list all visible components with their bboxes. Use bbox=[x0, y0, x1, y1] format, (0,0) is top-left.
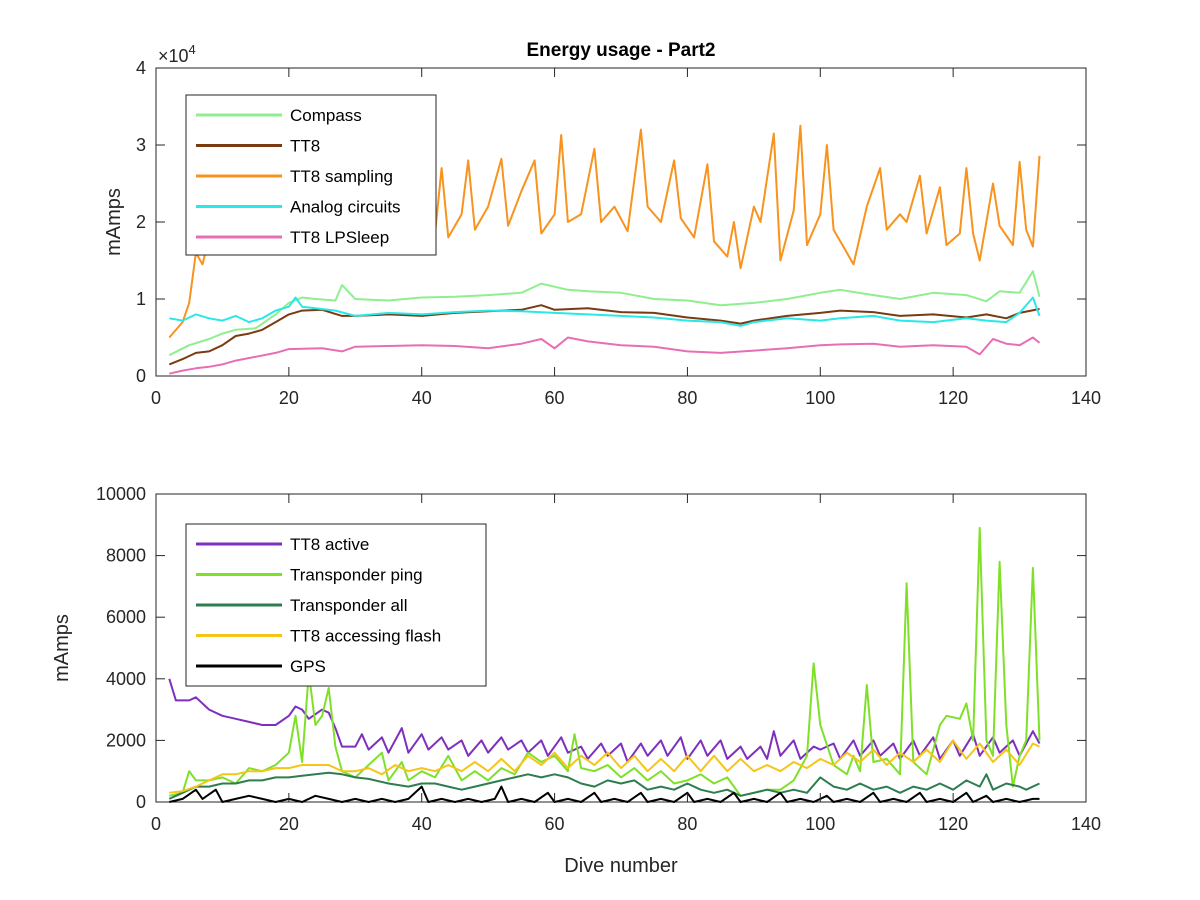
x-tick-label: 20 bbox=[279, 814, 299, 834]
bottom-chart-panel: 0 20 40 60 80 100 120 140 0 2000 4000 6000 8000 10000… bbox=[51, 484, 1101, 877]
series-line-transponder-ping bbox=[169, 526, 1041, 797]
top-series-group bbox=[168, 124, 1041, 375]
legend-label-analog-circuits: Analog circuits bbox=[290, 198, 401, 217]
legend-label-transponder-ping: Transponder ping bbox=[290, 566, 423, 585]
x-tick-label: 60 bbox=[545, 814, 565, 834]
legend-label-tt8: TT8 bbox=[290, 137, 320, 156]
x-tick-label: 0 bbox=[151, 814, 161, 834]
bottom-legend: TT8 active Transponder ping Transponder al… bbox=[185, 523, 487, 687]
y-tick-label: 2 bbox=[136, 212, 146, 232]
top-chart-panel: 0 20 40 60 80 100 120 140 0 1 2 3 4 Energy usage - P… bbox=[103, 40, 1101, 408]
y-tick-label: 8000 bbox=[106, 546, 146, 566]
top-y-axis-label: mAmps bbox=[103, 188, 125, 256]
legend-label-tt8-active: TT8 active bbox=[290, 535, 369, 554]
series-line-gps bbox=[169, 785, 1040, 803]
y-axis-exponent-label: ×104 bbox=[158, 42, 196, 66]
series-line-tt8-accessing-flash bbox=[169, 739, 1040, 794]
x-tick-label: 60 bbox=[545, 388, 565, 408]
y-tick-label: 0 bbox=[136, 792, 146, 812]
chart-title: Energy usage - Part2 bbox=[526, 40, 715, 61]
bottom-y-axis-label: mAmps bbox=[51, 614, 73, 682]
legend-label-tt8-sampling: TT8 sampling bbox=[290, 167, 393, 186]
x-tick-label: 80 bbox=[677, 814, 697, 834]
series-line-compass bbox=[168, 270, 1041, 357]
y-tick-label: 2000 bbox=[106, 730, 146, 750]
bottom-series-group bbox=[168, 526, 1041, 803]
y-tick-label: 6000 bbox=[106, 607, 146, 627]
series-line-tt8-lpsleep bbox=[169, 336, 1041, 375]
x-tick-label: 100 bbox=[805, 388, 835, 408]
x-tick-label: 40 bbox=[412, 814, 432, 834]
x-tick-label: 20 bbox=[279, 388, 299, 408]
x-tick-label: 40 bbox=[412, 388, 432, 408]
top-axis-ticks: 0 20 40 60 80 100 120 140 0 1 2 3 4 bbox=[136, 58, 1101, 408]
legend-label-gps: GPS bbox=[290, 657, 326, 676]
series-line-analog-circuits bbox=[169, 296, 1041, 327]
x-tick-label: 100 bbox=[805, 814, 835, 834]
series-line-transponder-all bbox=[168, 771, 1040, 800]
x-tick-label: 120 bbox=[938, 388, 968, 408]
series-line-tt8 bbox=[168, 304, 1040, 366]
x-tick-label: 80 bbox=[677, 388, 697, 408]
y-exponent-base: ×10 bbox=[158, 46, 189, 66]
x-tick-label: 0 bbox=[151, 388, 161, 408]
legend-label-transponder-all: Transponder all bbox=[290, 596, 408, 615]
x-tick-label: 120 bbox=[938, 814, 968, 834]
x-axis-label: Dive number bbox=[564, 855, 678, 877]
y-tick-label: 10000 bbox=[96, 484, 146, 504]
top-legend: Compass TT8 TT8 sampling Analog circuits TT8… bbox=[185, 94, 437, 256]
x-tick-label: 140 bbox=[1071, 388, 1101, 408]
y-tick-label: 4 bbox=[136, 58, 146, 78]
y-exponent-power: 4 bbox=[189, 42, 196, 57]
y-tick-label: 3 bbox=[136, 135, 146, 155]
bottom-axis-ticks: 0 20 40 60 80 100 120 140 0 2000 4000 6000 8000 10000 bbox=[96, 484, 1101, 834]
y-tick-label: 0 bbox=[136, 366, 146, 386]
legend-label-compass: Compass bbox=[290, 106, 362, 125]
x-tick-label: 140 bbox=[1071, 814, 1101, 834]
legend-label-tt8-lpsleep: TT8 LPSleep bbox=[290, 228, 389, 247]
y-tick-label: 1 bbox=[136, 289, 146, 309]
legend-label-tt8-accessing-flash: TT8 accessing flash bbox=[290, 627, 441, 646]
y-tick-label: 4000 bbox=[106, 669, 146, 689]
series-line-tt8-active bbox=[168, 678, 1041, 763]
